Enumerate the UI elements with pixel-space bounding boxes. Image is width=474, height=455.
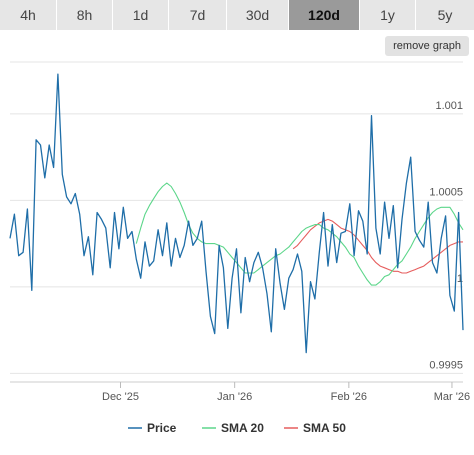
tab-1y[interactable]: 1y (360, 0, 416, 30)
tab-1d[interactable]: 1d (113, 0, 169, 30)
tab-5y[interactable]: 5y (416, 0, 474, 30)
x-tick-label: Feb '26 (331, 391, 367, 403)
tab-7d[interactable]: 7d (169, 0, 227, 30)
tab-120d[interactable]: 120d (289, 0, 360, 30)
grid-lines (10, 61, 463, 383)
remove-graph-button[interactable]: remove graph (385, 36, 469, 56)
series-lines (9, 73, 464, 354)
y-tick-label: 1 (457, 273, 463, 285)
x-tick-label: Jan '26 (217, 391, 252, 403)
series-line-sma-20 (135, 182, 464, 286)
y-tick-label: 1.0005 (429, 186, 463, 198)
legend-item[interactable]: SMA 50 (303, 421, 346, 435)
tab-8h[interactable]: 8h (57, 0, 113, 30)
timeframe-tabs: 4h 8h 1d 7d 30d 120d 1y 5y (0, 0, 474, 30)
legend: Price SMA 20 SMA 50 (128, 421, 346, 435)
y-tick-label: 1.001 (435, 100, 463, 112)
legend-item[interactable]: SMA 20 (221, 421, 264, 435)
series-line-price (9, 73, 464, 354)
y-axis-ticks: 0.9995 1 1.0005 1.001 (429, 100, 463, 371)
x-tick-label: Mar '26 (434, 391, 470, 403)
x-tick-label: Dec '25 (102, 391, 139, 403)
series-line-sma-50 (292, 218, 463, 274)
x-axis-ticks: Dec '25 Jan '26 Feb '26 Mar '26 (102, 382, 470, 403)
legend-item[interactable]: Price (147, 421, 177, 435)
tab-30d[interactable]: 30d (227, 0, 289, 30)
y-tick-label: 0.9995 (429, 359, 463, 371)
tab-4h[interactable]: 4h (0, 0, 57, 30)
